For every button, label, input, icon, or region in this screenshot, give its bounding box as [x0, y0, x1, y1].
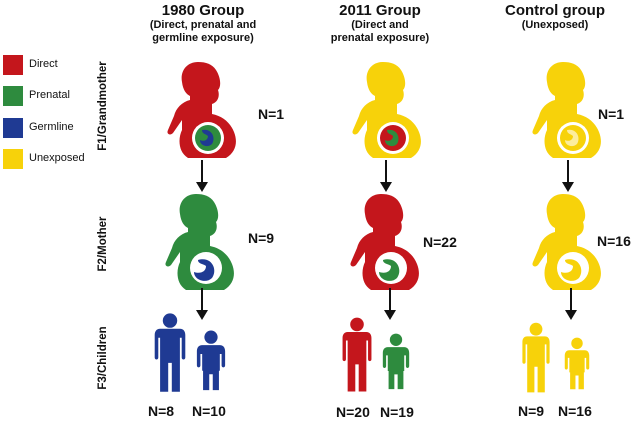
count-f1-control: N=1	[598, 106, 625, 122]
group-header-control: Control group (Unexposed)	[475, 2, 635, 32]
legend-label: Prenatal	[29, 89, 70, 101]
pregnant-woman-prenatal-icon	[158, 192, 238, 292]
count-child1-control: N=9	[518, 403, 545, 419]
down-arrow-icon	[196, 288, 208, 320]
count-child1-1980: N=8	[148, 403, 175, 419]
man-germline-icon	[152, 312, 188, 394]
group-subtitle-line2: prenatal exposure)	[330, 31, 430, 44]
count-child2-1980: N=10	[192, 403, 226, 419]
row-label-f3: F3/Children	[97, 326, 109, 390]
count-child2-2011: N=19	[380, 404, 414, 420]
pregnant-woman-unexposed-icon	[345, 60, 425, 160]
boy-prenatal-icon	[382, 332, 410, 392]
row-label-f2: F2/Mother	[97, 216, 109, 272]
legend-label: Germline	[29, 121, 74, 133]
down-arrow-icon	[565, 288, 577, 320]
man-unexposed-icon	[520, 322, 552, 394]
count-f2-1980: N=9	[248, 230, 275, 246]
group-subtitle-line1: (Direct and	[351, 19, 409, 32]
pregnant-woman-direct-icon	[343, 192, 423, 292]
pregnant-woman-unexposed-icon	[525, 60, 605, 160]
boy-unexposed-icon	[564, 336, 590, 392]
legend-swatch	[3, 86, 23, 106]
count-child2-control: N=16	[558, 403, 592, 419]
group-subtitle-line2: germline exposure)	[152, 31, 254, 44]
legend-label: Direct	[29, 58, 58, 70]
count-f2-control: N=16	[597, 233, 631, 249]
legend-swatch	[3, 118, 23, 138]
down-arrow-icon	[384, 288, 396, 320]
pregnant-woman-unexposed-icon	[525, 192, 605, 292]
group-title: 2011 Group	[339, 2, 421, 19]
legend-label: Unexposed	[29, 152, 85, 164]
group-subtitle-line1: (Unexposed)	[521, 19, 589, 32]
group-header-1980: 1980 Group (Direct, prenatal and germlin…	[118, 2, 288, 45]
row-label-f1: F1/Grandmother	[97, 61, 109, 151]
boy-germline-icon	[196, 330, 226, 392]
count-f2-2011: N=22	[423, 234, 457, 250]
legend-swatch	[3, 55, 23, 75]
group-title: Control group	[505, 2, 605, 19]
count-f1-1980: N=1	[258, 106, 285, 122]
down-arrow-icon	[562, 160, 574, 192]
down-arrow-icon	[380, 160, 392, 192]
pregnant-woman-direct-icon	[160, 60, 240, 160]
man-direct-icon	[340, 316, 374, 394]
count-child1-2011: N=20	[336, 404, 370, 420]
group-header-2011: 2011 Group (Direct and prenatal exposure…	[305, 2, 455, 45]
group-subtitle-line1: (Direct, prenatal and	[149, 19, 257, 32]
down-arrow-icon	[196, 160, 208, 192]
legend-swatch	[3, 149, 23, 169]
group-title: 1980 Group	[161, 2, 245, 19]
